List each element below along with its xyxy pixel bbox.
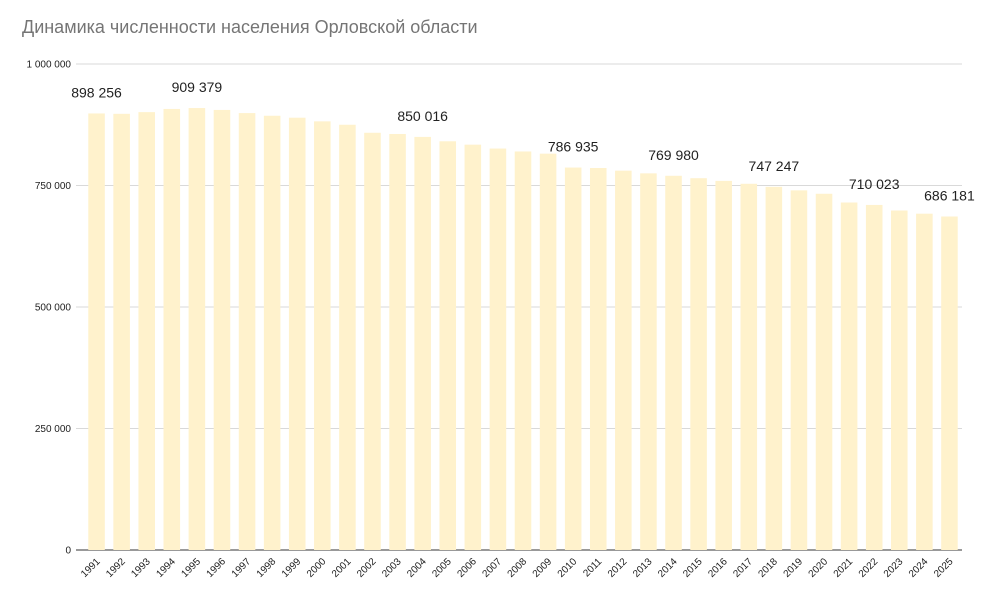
bar-1994 bbox=[163, 108, 181, 550]
x-tick-label-2012: 2012 bbox=[606, 556, 630, 580]
bar-1996 bbox=[213, 109, 231, 550]
x-tick-label-2015: 2015 bbox=[681, 556, 705, 580]
bars bbox=[88, 108, 958, 551]
data-label-1991: 898 256 bbox=[71, 84, 122, 100]
x-tick-label-2023: 2023 bbox=[882, 556, 906, 580]
x-tick-label-2024: 2024 bbox=[907, 556, 931, 580]
bar-2006 bbox=[464, 144, 482, 550]
data-labels: 898 256 909 379 850 016 786 935 769 980 747 2… bbox=[71, 79, 975, 203]
x-tick-label-2009: 2009 bbox=[531, 556, 555, 580]
x-tick-label-2004: 2004 bbox=[405, 556, 429, 580]
chart-title: Динамика численности населения Орловской… bbox=[22, 17, 478, 37]
bar-2021 bbox=[840, 202, 858, 550]
x-tick-label-2003: 2003 bbox=[380, 556, 404, 580]
bar-2013 bbox=[640, 173, 657, 550]
x-tick-label-2013: 2013 bbox=[631, 556, 655, 580]
y-tick-label: 250 000 bbox=[35, 424, 72, 435]
bar-2019 bbox=[790, 190, 808, 551]
x-tick-label-2016: 2016 bbox=[706, 556, 730, 580]
y-tick-label: 1 000 000 bbox=[27, 60, 72, 71]
bar-1991 bbox=[88, 113, 105, 551]
x-tick-label-2021: 2021 bbox=[832, 556, 856, 580]
x-tick-label-2006: 2006 bbox=[455, 556, 479, 580]
bar-2018 bbox=[765, 186, 783, 550]
bar-2025 bbox=[941, 216, 958, 550]
x-tick-label-2017: 2017 bbox=[731, 556, 755, 580]
data-label-2018: 747 247 bbox=[749, 158, 800, 174]
bar-1998 bbox=[263, 115, 281, 550]
bar-2020 bbox=[815, 193, 833, 550]
bar-1997 bbox=[238, 113, 256, 550]
x-tick-label-2025: 2025 bbox=[932, 556, 956, 580]
x-tick-label-2005: 2005 bbox=[430, 556, 454, 580]
bar-2023 bbox=[891, 210, 908, 551]
bar-2004 bbox=[414, 136, 431, 551]
x-tick-label-2018: 2018 bbox=[756, 556, 780, 580]
x-tick-label-1995: 1995 bbox=[179, 556, 203, 580]
data-label-1995: 909 379 bbox=[172, 79, 223, 95]
bar-2017 bbox=[740, 183, 758, 550]
y-tick-label: 500 000 bbox=[35, 303, 72, 314]
bar-2002 bbox=[364, 132, 381, 551]
x-tick-label-2010: 2010 bbox=[556, 556, 580, 580]
bar-2016 bbox=[715, 180, 732, 550]
x-tick-label-1998: 1998 bbox=[255, 556, 279, 580]
x-axis-ticks: 1991 1992 1993 1994 1995 1996 1997 1998 1999 2000… bbox=[79, 556, 956, 580]
bar-2022 bbox=[865, 204, 883, 550]
data-label-2022: 710 023 bbox=[849, 176, 900, 192]
x-tick-label-2007: 2007 bbox=[481, 556, 505, 580]
bar-1993 bbox=[138, 112, 155, 550]
y-axis-ticks: 0 250 000 500 000 750 000 1 000 000 bbox=[27, 60, 72, 557]
bar-2001 bbox=[339, 124, 356, 550]
x-tick-label-2011: 2011 bbox=[581, 556, 604, 579]
bar-2011 bbox=[589, 168, 607, 550]
data-label-2004: 850 016 bbox=[397, 108, 448, 124]
bar-2010 bbox=[564, 167, 582, 550]
x-tick-label-1999: 1999 bbox=[280, 556, 304, 580]
x-tick-label-2019: 2019 bbox=[782, 556, 806, 580]
bar-1995 bbox=[188, 108, 206, 550]
data-label-2025: 686 181 bbox=[924, 188, 975, 204]
x-tick-label-2014: 2014 bbox=[656, 556, 680, 580]
x-tick-label-2020: 2020 bbox=[807, 556, 831, 580]
bar-2003 bbox=[389, 133, 406, 550]
x-tick-label-1992: 1992 bbox=[104, 556, 128, 580]
x-tick-label-1993: 1993 bbox=[129, 556, 153, 580]
data-label-2010: 786 935 bbox=[548, 139, 599, 155]
bar-1999 bbox=[288, 117, 306, 550]
x-tick-label-1994: 1994 bbox=[154, 556, 178, 580]
bar-2009 bbox=[539, 153, 557, 551]
y-tick-label: 0 bbox=[65, 546, 71, 557]
bar-2014 bbox=[665, 175, 682, 550]
x-tick-label-2001: 2001 bbox=[330, 556, 354, 580]
x-tick-label-2022: 2022 bbox=[857, 556, 881, 580]
bar-2015 bbox=[690, 178, 707, 550]
x-tick-label-1997: 1997 bbox=[230, 556, 254, 580]
y-tick-label: 750 000 bbox=[35, 181, 72, 192]
x-tick-label-2000: 2000 bbox=[305, 556, 329, 580]
data-label-2014: 769 980 bbox=[648, 147, 699, 163]
x-tick-label-2002: 2002 bbox=[355, 556, 379, 580]
bar-2007 bbox=[489, 148, 507, 550]
x-tick-label-2008: 2008 bbox=[506, 556, 530, 580]
bar-2000 bbox=[314, 121, 331, 551]
bar-2024 bbox=[916, 213, 933, 551]
bar-2008 bbox=[514, 151, 532, 551]
bar-2012 bbox=[615, 170, 632, 550]
x-tick-label-1991: 1991 bbox=[79, 556, 103, 580]
x-tick-label-1996: 1996 bbox=[205, 556, 229, 580]
bar-1992 bbox=[113, 113, 130, 550]
bar-2005 bbox=[439, 141, 457, 551]
